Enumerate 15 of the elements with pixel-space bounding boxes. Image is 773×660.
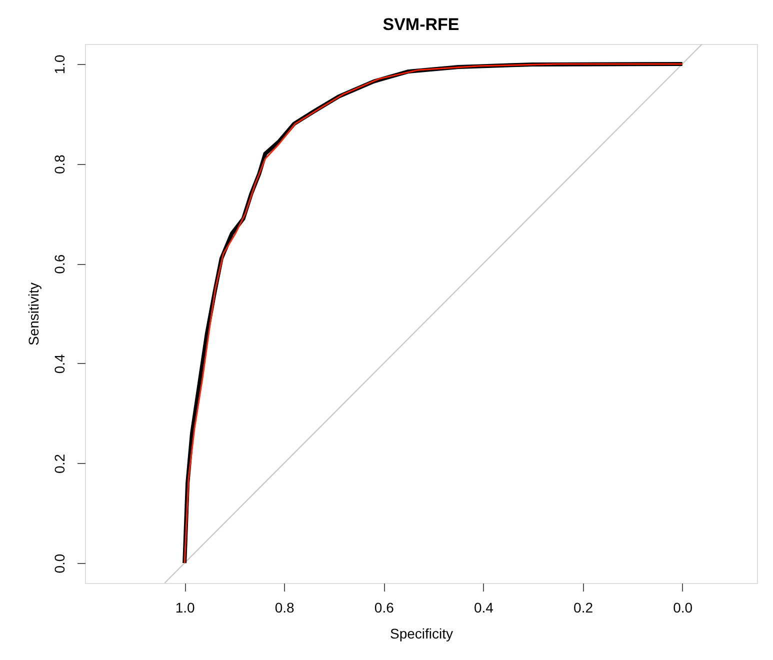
x-axis-title: Specificity bbox=[390, 626, 454, 642]
chart-title: SVM-RFE bbox=[382, 15, 460, 34]
x-tick-label: 0.6 bbox=[374, 600, 394, 616]
y-tick-label: 0.6 bbox=[52, 254, 68, 274]
y-tick-label: 1.0 bbox=[52, 54, 68, 74]
x-tick-label: 0.8 bbox=[274, 600, 295, 616]
y-tick-label: 0.4 bbox=[52, 354, 68, 374]
x-tick-label: 0.2 bbox=[574, 600, 594, 616]
x-tick-label: 0.0 bbox=[673, 600, 693, 616]
y-tick-label: 0.2 bbox=[52, 454, 68, 474]
x-tick-label: 0.4 bbox=[474, 600, 494, 616]
x-tick-label: 1.0 bbox=[175, 600, 195, 616]
y-tick-label: 0.0 bbox=[52, 554, 68, 574]
y-axis-title: Sensitivity bbox=[26, 282, 42, 346]
y-tick-label: 0.8 bbox=[52, 154, 68, 174]
